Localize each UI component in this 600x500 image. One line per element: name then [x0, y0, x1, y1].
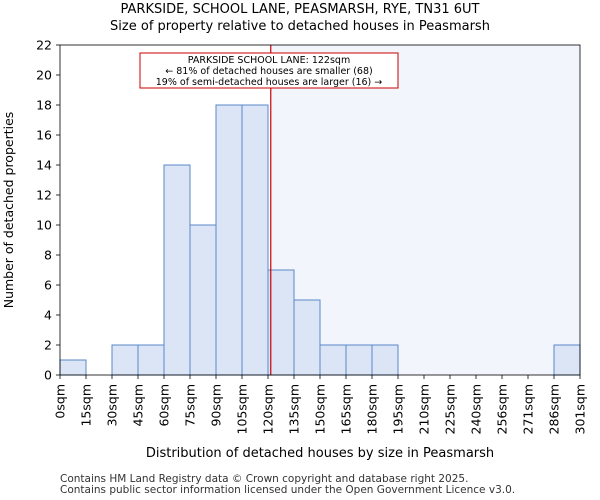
x-axis-label: Distribution of detached houses by size … — [146, 446, 494, 461]
histogram-bar — [241, 104, 269, 376]
histogram-bar — [163, 164, 191, 376]
x-tick-label: 165sqm — [339, 384, 354, 434]
annotation-line-3: 19% of semi-detached houses are larger (… — [156, 77, 383, 88]
y-tick-label: 8 — [44, 248, 52, 263]
x-tick-label: 150sqm — [313, 384, 328, 434]
y-tick-label: 10 — [36, 218, 52, 233]
histogram-bar — [215, 104, 243, 376]
x-tick-label: 271sqm — [521, 384, 536, 434]
y-tick-label: 20 — [36, 68, 52, 83]
histogram-bar — [137, 344, 165, 376]
y-tick-label: 4 — [44, 308, 52, 323]
annotation-line-1: PARKSIDE SCHOOL LANE: 122sqm — [188, 55, 350, 66]
histogram-bar — [59, 359, 87, 376]
x-tick-label: 30sqm — [105, 384, 120, 427]
x-tick-label: 195sqm — [391, 384, 406, 434]
chart-title: PARKSIDE, SCHOOL LANE, PEASMARSH, RYE, T… — [120, 2, 480, 17]
annotation-line-2: ← 81% of detached houses are smaller (68… — [165, 66, 372, 77]
x-tick-label: 75sqm — [183, 384, 198, 427]
x-tick-label: 135sqm — [287, 384, 302, 434]
x-tick-label: 45sqm — [131, 384, 146, 427]
y-tick-label: 6 — [44, 278, 52, 293]
histogram-bar — [267, 269, 295, 376]
x-tick-label: 90sqm — [209, 384, 224, 427]
larger-region-background — [270, 45, 580, 375]
histogram-bar — [189, 224, 217, 376]
x-tick-label: 60sqm — [157, 384, 172, 427]
x-tick-label: 225sqm — [443, 384, 458, 434]
x-tick-label: 240sqm — [469, 384, 484, 434]
x-tick-label: 210sqm — [417, 384, 432, 434]
footer-line-2: Contains public sector information licen… — [60, 484, 516, 496]
footer-line-1: Contains HM Land Registry data © Crown c… — [60, 473, 469, 485]
y-tick-label: 2 — [44, 338, 52, 353]
annotation-box: PARKSIDE SCHOOL LANE: 122sqm ← 81% of de… — [139, 52, 399, 89]
histogram-chart: 0 2 4 6 8 10 12 14 16 18 20 22 0sqm 15sqm 30sqm 45sqm 6… — [1, 38, 588, 462]
x-tick-label: 286sqm — [547, 384, 562, 434]
histogram-bar — [553, 344, 581, 376]
x-tick-label: 15sqm — [79, 384, 94, 427]
x-tick-label: 120sqm — [261, 384, 276, 434]
y-tick-label: 16 — [36, 128, 52, 143]
histogram-bar — [293, 299, 321, 376]
x-tick-label: 105sqm — [235, 384, 250, 434]
y-tick-label: 18 — [36, 98, 52, 113]
y-tick-label: 14 — [36, 158, 52, 173]
y-tick-label: 0 — [44, 368, 52, 383]
x-tick-label: 0sqm — [53, 384, 68, 419]
x-tick-label: 180sqm — [365, 384, 380, 434]
y-tick-label: 22 — [36, 38, 52, 53]
x-tick-label: 256sqm — [495, 384, 510, 434]
histogram-bar — [111, 344, 139, 376]
y-tick-label: 12 — [36, 188, 52, 203]
histogram-bar — [319, 344, 347, 376]
y-axis-label: Number of detached properties — [1, 112, 16, 309]
chart-subtitle: Size of property relative to detached ho… — [110, 19, 490, 34]
x-tick-label: 301sqm — [573, 384, 588, 434]
histogram-bar — [371, 344, 399, 376]
histogram-bar — [345, 344, 373, 376]
